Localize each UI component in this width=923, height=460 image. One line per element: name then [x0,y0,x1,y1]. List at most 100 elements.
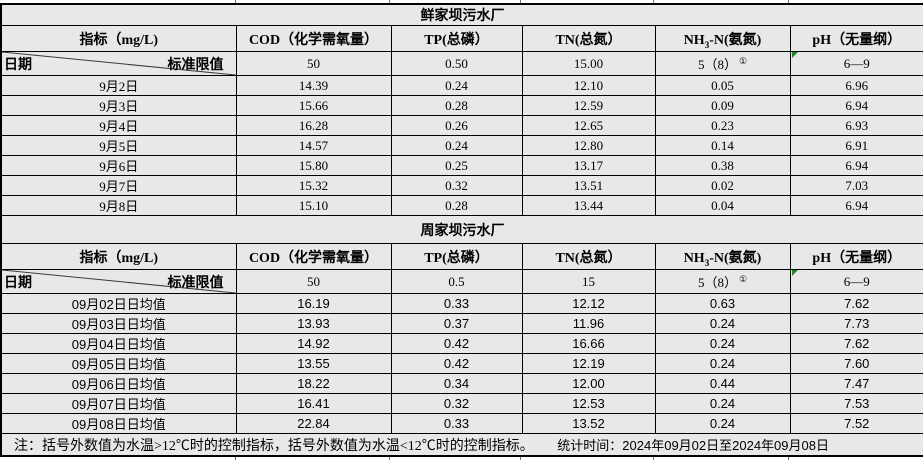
date-cell[interactable]: 09月03日日均值 [0,313,237,334]
value-cell-tp[interactable]: 0.26 [390,115,523,136]
value-cell-nh3[interactable]: 0.38 [654,155,791,176]
value-cell-nh3[interactable]: 0.63 [654,293,791,314]
value-cell-ph[interactable]: 7.60 [789,353,923,374]
date-cell[interactable]: 09月04日日均值 [0,333,237,354]
value-cell-nh3[interactable]: 0.05 [654,75,791,96]
date-cell[interactable]: 09月05日日均值 [0,353,237,374]
value-cell-ph[interactable]: 7.47 [789,373,923,394]
section-title[interactable]: 鲜家坝污水厂 [0,3,923,26]
value-cell-cod[interactable]: 16.28 [235,115,392,136]
value-cell-tn[interactable]: 12.10 [521,75,656,96]
value-cell-tp[interactable]: 0.42 [390,353,523,374]
value-cell-tp[interactable]: 0.24 [390,75,523,96]
value-cell-ph[interactable]: 6.91 [789,135,923,156]
value-cell-ph[interactable]: 7.62 [789,293,923,314]
date-cell[interactable]: 9月8日 [0,195,237,216]
value-cell-tn[interactable]: 13.17 [521,155,656,176]
value-cell-nh3[interactable]: 0.44 [654,373,791,394]
indicator-header-cell[interactable]: 指标（mg/L) [0,243,237,270]
value-cell-cod[interactable]: 15.10 [235,195,392,216]
section-title[interactable]: 周家坝污水厂 [0,215,923,244]
value-cell-cod[interactable]: 14.92 [235,333,392,354]
value-cell-tn[interactable]: 13.44 [521,195,656,216]
value-cell-nh3[interactable]: 0.23 [654,115,791,136]
value-cell-tn[interactable]: 12.53 [521,393,656,414]
value-cell-ph[interactable]: 7.73 [789,313,923,334]
value-cell-ph[interactable]: 6.94 [789,195,923,216]
value-cell-nh3[interactable]: 0.24 [654,393,791,414]
date-cell[interactable]: 9月4日 [0,115,237,136]
value-cell-tn[interactable]: 12.19 [521,353,656,374]
value-cell-ph[interactable]: 6.96 [789,75,923,96]
value-cell-tp[interactable]: 0.28 [390,95,523,116]
value-cell-ph[interactable]: 6.94 [789,155,923,176]
column-header-tn[interactable]: TN(总氮） [521,25,656,52]
column-header-tp[interactable]: TP(总磷） [390,243,523,270]
value-cell-tp[interactable]: 0.25 [390,155,523,176]
value-cell-cod[interactable]: 15.66 [235,95,392,116]
limit-nh3[interactable]: 5（8） ① [654,51,791,76]
value-cell-tn[interactable]: 12.80 [521,135,656,156]
date-cell[interactable]: 9月7日 [0,175,237,196]
column-header-ph[interactable]: pH（无量纲） [789,243,923,270]
value-cell-tn[interactable]: 12.00 [521,373,656,394]
value-cell-cod[interactable]: 14.57 [235,135,392,156]
value-cell-cod[interactable]: 13.93 [235,313,392,334]
value-cell-tp[interactable]: 0.33 [390,293,523,314]
value-cell-tn[interactable]: 12.12 [521,293,656,314]
value-cell-cod[interactable]: 15.80 [235,155,392,176]
date-cell[interactable]: 9月2日 [0,75,237,96]
date-standard-corner-cell[interactable]: 日期 标准限值 [0,269,237,294]
column-header-nh3[interactable]: NH3-N(氨氮) [654,243,791,270]
value-cell-tp[interactable]: 0.32 [390,393,523,414]
value-cell-tn[interactable]: 11.96 [521,313,656,334]
footnote-cell[interactable]: 注：括号外数值为水温>12℃时的控制指标，括号外数值为水温<12℃时的控制指标。… [0,433,923,457]
column-header-tp[interactable]: TP(总磷） [390,25,523,52]
value-cell-ph[interactable]: 6.94 [789,95,923,116]
value-cell-nh3[interactable]: 0.09 [654,95,791,116]
value-cell-cod[interactable]: 18.22 [235,373,392,394]
indicator-header-cell[interactable]: 指标（mg/L) [0,25,237,52]
date-cell[interactable]: 09月07日日均值 [0,393,237,414]
value-cell-tp[interactable]: 0.24 [390,135,523,156]
limit-ph[interactable]: 6—9 [789,51,923,76]
date-cell[interactable]: 09月06日日均值 [0,373,237,394]
value-cell-tp[interactable]: 0.28 [390,195,523,216]
value-cell-nh3[interactable]: 0.24 [654,333,791,354]
value-cell-cod[interactable]: 14.39 [235,75,392,96]
value-cell-ph[interactable]: 7.62 [789,333,923,354]
date-cell[interactable]: 9月5日 [0,135,237,156]
limit-nh3[interactable]: 5（8） ① [654,269,791,294]
value-cell-nh3[interactable]: 0.04 [654,195,791,216]
value-cell-nh3[interactable]: 0.24 [654,353,791,374]
limit-ph[interactable]: 6—9 [789,269,923,294]
value-cell-tn[interactable]: 12.65 [521,115,656,136]
value-cell-nh3[interactable]: 0.14 [654,135,791,156]
value-cell-nh3[interactable]: 0.02 [654,175,791,196]
date-standard-corner-cell[interactable]: 日期 标准限值 [0,51,237,76]
value-cell-cod[interactable]: 16.41 [235,393,392,414]
value-cell-tp[interactable]: 0.42 [390,333,523,354]
value-cell-tp[interactable]: 0.34 [390,373,523,394]
value-cell-cod[interactable]: 13.55 [235,353,392,374]
value-cell-ph[interactable]: 7.53 [789,393,923,414]
value-cell-cod[interactable]: 16.19 [235,293,392,314]
value-cell-tn[interactable]: 13.51 [521,175,656,196]
limit-tp[interactable]: 0.50 [390,51,523,76]
value-cell-tn[interactable]: 12.59 [521,95,656,116]
value-cell-tn[interactable]: 16.66 [521,333,656,354]
limit-tn[interactable]: 15 [521,269,656,294]
value-cell-cod[interactable]: 15.32 [235,175,392,196]
date-cell[interactable]: 9月3日 [0,95,237,116]
value-cell-tp[interactable]: 0.37 [390,313,523,334]
value-cell-tp[interactable]: 0.32 [390,175,523,196]
column-header-ph[interactable]: pH（无量纲） [789,25,923,52]
column-header-nh3[interactable]: NH3-N(氨氮) [654,25,791,52]
limit-tn[interactable]: 15.00 [521,51,656,76]
date-cell[interactable]: 09月02日日均值 [0,293,237,314]
date-cell[interactable]: 9月6日 [0,155,237,176]
column-header-cod[interactable]: COD（化学需氧量） [235,25,392,52]
column-header-cod[interactable]: COD（化学需氧量） [235,243,392,270]
limit-tp[interactable]: 0.5 [390,269,523,294]
value-cell-ph[interactable]: 7.03 [789,175,923,196]
